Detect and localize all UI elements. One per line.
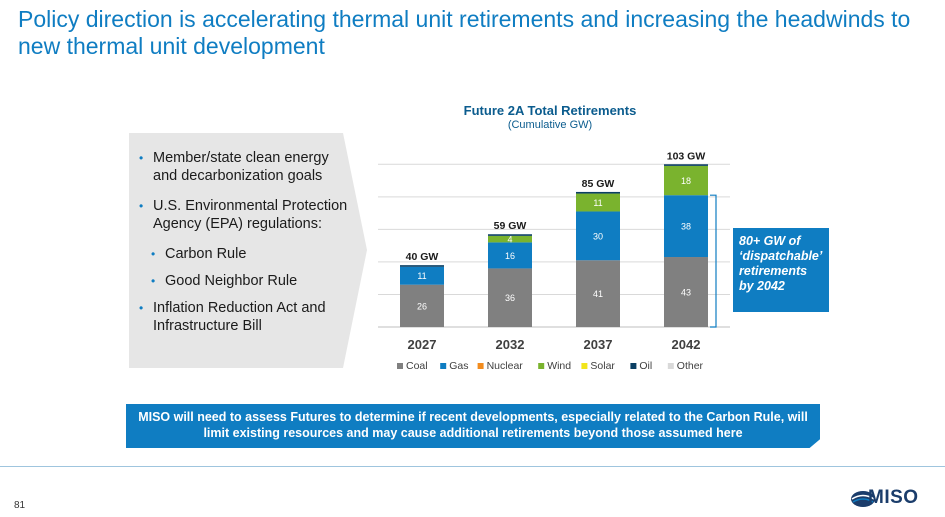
x-tick-label: 2032 — [496, 337, 525, 352]
data-label: 38 — [681, 222, 691, 232]
bullet-item: Inflation Reduction Act and Infrastructu… — [139, 299, 354, 335]
page-number: 81 — [14, 500, 26, 511]
x-tick-label: 2027 — [408, 337, 437, 352]
bullet-item: U.S. Environmental Protection Agency (EP… — [139, 197, 354, 233]
data-label: 43 — [681, 288, 691, 298]
miso-logo-text: MISO — [868, 487, 919, 508]
data-label: 18 — [681, 176, 691, 186]
data-label: 36 — [505, 293, 515, 303]
chart-subtitle: (Cumulative GW) — [507, 119, 593, 131]
bar-segment-oil — [488, 234, 532, 236]
legend-swatch-solar — [581, 363, 588, 369]
total-label: 40 GW — [406, 251, 439, 263]
total-label: 85 GW — [582, 178, 615, 190]
legend-entry: Nuclear — [487, 360, 524, 372]
legend-swatch-oil — [630, 363, 637, 369]
bar-segment-wind — [664, 165, 708, 196]
bullet-list: Member/state clean energy and decarboniz… — [139, 149, 354, 347]
footer-divider — [0, 466, 945, 467]
data-label: 11 — [417, 271, 426, 281]
bar-segment-gas — [664, 195, 708, 258]
bar-segment-oil — [576, 191, 620, 194]
bar-segment-gas — [576, 211, 620, 261]
legend-swatch-other — [667, 363, 674, 369]
data-label: 41 — [593, 289, 603, 299]
bar-segment-coal — [664, 257, 708, 327]
assessment-banner: MISO will need to assess Futures to dete… — [126, 404, 820, 448]
data-label: 16 — [505, 251, 515, 261]
bar-segment-coal — [488, 268, 532, 327]
legend-entry: Wind — [547, 360, 571, 372]
total-label: 59 GW — [494, 220, 527, 232]
callout-box: 80+ GW of ‘dispatchable’ retirements by … — [733, 228, 829, 312]
legend-entry: Oil — [639, 360, 652, 372]
data-label: 4 — [507, 235, 512, 245]
bar-segment-wind — [488, 235, 532, 243]
bar-segment-oil — [400, 265, 444, 267]
bar-segment-coal — [400, 284, 444, 327]
data-label: 11 — [593, 198, 602, 208]
sub-bullet-item: Good Neighbor Rule — [139, 272, 354, 290]
legend-entry: Other — [677, 360, 704, 372]
legend-swatch-gas — [440, 363, 447, 369]
total-label: 103 GW — [667, 150, 706, 162]
legend-swatch-wind — [538, 363, 545, 369]
slide-title: Policy direction is accelerating thermal… — [18, 6, 911, 59]
chart-title: Future 2A Total Retirements — [463, 103, 637, 118]
retirements-chart: 26 11 40 GW 2027 36 16 4 59 GW 2032 41 30 11 85 GW 20… — [378, 150, 730, 372]
sub-bullet-item: Carbon Rule — [139, 245, 354, 263]
bar-segment-gas — [488, 242, 532, 269]
callout-bracket — [710, 194, 717, 328]
miso-logo-icon — [851, 491, 875, 507]
legend-entry: Coal — [406, 360, 428, 372]
bullets-panel: Member/state clean energy and decarboniz… — [129, 133, 367, 368]
legend-swatch-coal — [397, 363, 403, 369]
x-tick-label: 2037 — [584, 337, 613, 352]
bar-segment-oil — [664, 164, 708, 166]
data-label: 30 — [593, 231, 603, 241]
legend-swatch-nuclear — [477, 363, 484, 369]
bar-segment-gas — [400, 266, 444, 285]
legend-entry: Gas — [449, 360, 468, 372]
bar-segment-wind — [576, 193, 620, 212]
data-label: 26 — [417, 301, 427, 311]
x-tick-label: 2042 — [672, 337, 701, 352]
bar-segment-coal — [576, 260, 620, 327]
legend-entry: Solar — [590, 360, 615, 372]
bullet-item: Member/state clean energy and decarboniz… — [139, 149, 354, 185]
